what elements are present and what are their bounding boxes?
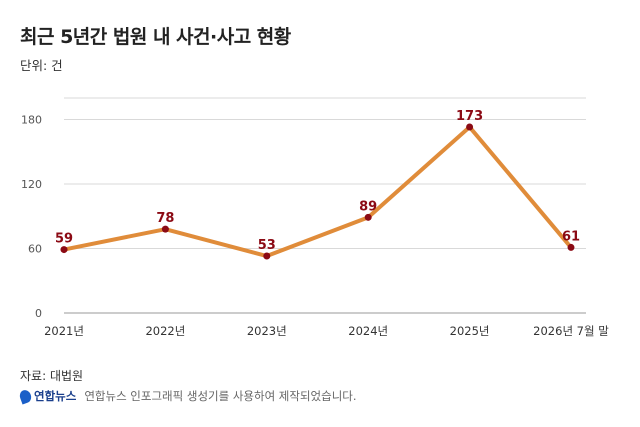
source-label: 자료: 대법원 xyxy=(20,369,84,383)
data-point xyxy=(466,123,474,131)
data-label: 173 xyxy=(456,109,483,124)
brand-icon xyxy=(18,388,33,404)
data-label: 53 xyxy=(258,238,276,253)
credit-text: 연합뉴스 인포그래픽 생성기를 사용하여 제작되었습니다. xyxy=(84,389,357,403)
credit-line: 연합뉴스 연합뉴스 인포그래픽 생성기를 사용하여 제작되었습니다. xyxy=(18,388,357,404)
y-tick-label: 60 xyxy=(28,243,42,256)
x-tick-label: 2021년 xyxy=(44,324,84,338)
data-label: 59 xyxy=(55,232,73,247)
brand-logo: 연합뉴스 xyxy=(18,388,77,404)
data-point xyxy=(567,243,575,251)
line-chart: 0 60 120 180 59 78 53 89 173 61 2021년 2022년 2023년 202… xyxy=(21,97,609,338)
y-tick-label: 180 xyxy=(21,114,42,127)
data-label: 61 xyxy=(562,229,580,244)
x-tick-label: 2022년 xyxy=(145,324,185,338)
unit-label: 단위: 건 xyxy=(20,58,63,73)
y-tick-label: 0 xyxy=(35,307,42,320)
x-tick-label: 2026년 7월 말 xyxy=(533,324,609,338)
data-point xyxy=(364,213,372,221)
data-point xyxy=(161,225,169,233)
x-tick-label: 2024년 xyxy=(348,324,388,338)
y-tick-label: 120 xyxy=(21,178,42,191)
data-label: 89 xyxy=(359,199,377,214)
brand-name: 연합뉴스 xyxy=(34,389,77,403)
series-line xyxy=(62,125,573,259)
data-point xyxy=(263,252,271,260)
chart-title: 최근 5년간 법원 내 사건·사고 현황 xyxy=(20,26,291,48)
data-point xyxy=(60,246,68,254)
x-tick-label: 2023년 xyxy=(247,324,287,338)
data-label: 78 xyxy=(156,211,174,226)
x-tick-label: 2025년 xyxy=(450,324,490,338)
